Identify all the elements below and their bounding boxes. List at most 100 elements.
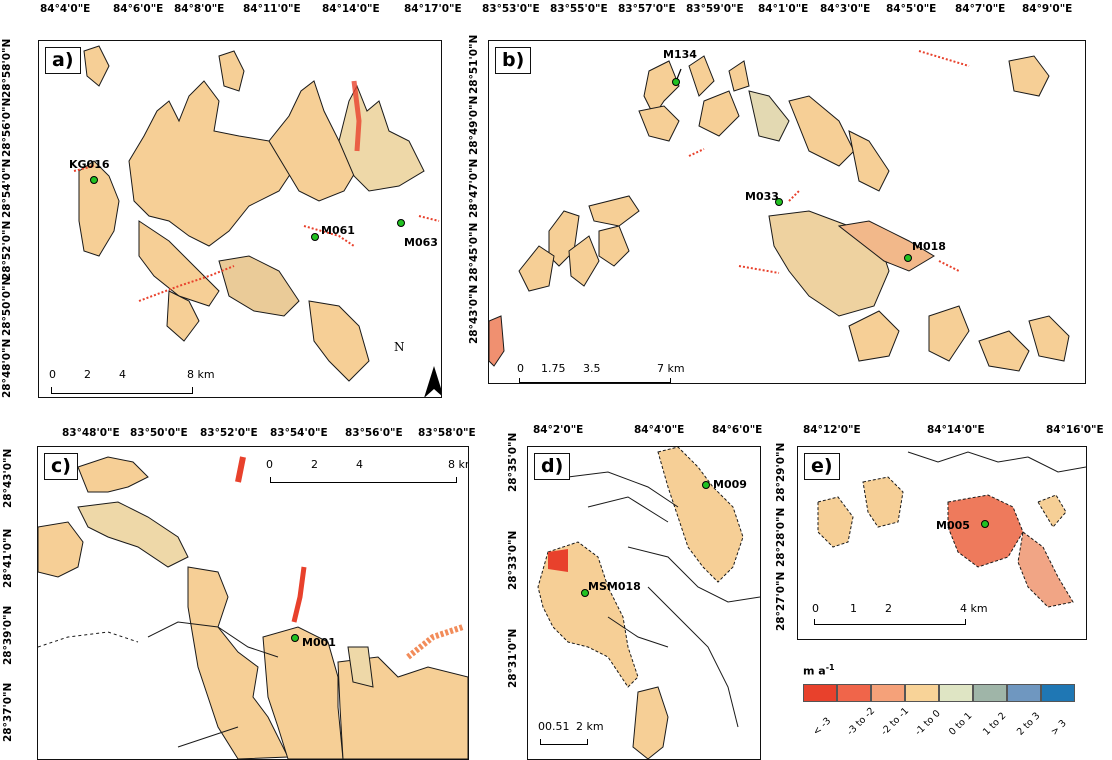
tick-lon: 83°55'0"E — [550, 3, 608, 15]
legend-swatch — [803, 684, 837, 702]
tick-lat: 28°56'0"N — [1, 98, 13, 157]
tick-lon: 84°9'0"E — [1022, 3, 1072, 15]
panel-label: a) — [45, 47, 81, 74]
map-frame: d) M009 MSM018 00.51 2 km — [527, 446, 761, 760]
tick-lon: 84°2'0"E — [533, 424, 583, 436]
tick-lat: 28°58'0"N — [1, 39, 13, 98]
scale-label: 0 — [266, 459, 273, 471]
scale-label: 2 — [311, 459, 318, 471]
tick-lat: 28°29'0"N — [775, 443, 787, 502]
map-frame: c) M001 0 2 4 8 km — [37, 446, 469, 760]
scale-label: 2 — [885, 603, 892, 615]
north-label: N — [394, 341, 405, 353]
tick-lon: 84°7'0"E — [955, 3, 1005, 15]
tick-lat: 28°51'0"N — [468, 35, 480, 94]
scale-label: 7 km — [657, 363, 685, 375]
scale-label: 0 — [517, 363, 524, 375]
tick-lon: 84°17'0"E — [404, 3, 462, 15]
tick-lat: 28°41'0"N — [2, 529, 14, 588]
scale-label: 4 — [356, 459, 363, 471]
tick-lat: 28°28'0"N — [775, 508, 787, 567]
legend-swatch — [1041, 684, 1075, 702]
tick-lon: 84°6'0"E — [712, 424, 762, 436]
tick-lat: 28°43'0"N — [468, 285, 480, 344]
tick-lat: 28°27'0"N — [775, 572, 787, 631]
tick-lon: 83°58'0"E — [418, 427, 476, 439]
legend-swatch — [837, 684, 871, 702]
tick-lon: 83°48'0"E — [62, 427, 120, 439]
glacier-map-e — [798, 447, 1086, 639]
tick-lon: 84°14'0"E — [927, 424, 985, 436]
scale-label: 0 — [49, 369, 56, 381]
tick-lon: 83°57'0"E — [618, 3, 676, 15]
tick-lat: 28°37'0"N — [2, 683, 14, 742]
tick-lon: 83°54'0"E — [270, 427, 328, 439]
legend-unit-sup: -1 — [826, 663, 835, 672]
tick-lon: 83°53'0"E — [482, 3, 540, 15]
scale-label: 2 km — [576, 721, 604, 733]
site-label: M134 — [663, 49, 697, 61]
site-label: M061 — [321, 225, 355, 237]
legend-unit: m a — [803, 665, 826, 678]
site-label: M005 — [936, 520, 970, 532]
legend-label: -2 to -1 — [879, 706, 911, 738]
tick-lon: 84°8'0"E — [174, 3, 224, 15]
site-label: M018 — [912, 241, 946, 253]
scale-label: 8 km — [187, 369, 215, 381]
site-point — [703, 482, 710, 489]
site-point — [673, 79, 680, 86]
scale-label: 1.75 — [541, 363, 566, 375]
legend-swatch — [871, 684, 905, 702]
site-label: M063 — [404, 237, 438, 249]
tick-lon: 84°4'0"E — [40, 3, 90, 15]
panel-label: d) — [534, 453, 570, 480]
pointer-arrow-icon — [677, 69, 681, 79]
site-point — [292, 635, 299, 642]
site-label: M033 — [745, 191, 779, 203]
legend-swatch — [905, 684, 939, 702]
site-point — [982, 521, 989, 528]
tick-lat: 28°49'0"N — [468, 96, 480, 155]
tick-lon: 84°3'0"E — [820, 3, 870, 15]
tick-lat: 28°33'0"N — [507, 531, 519, 590]
tick-lat: 28°35'0"N — [507, 433, 519, 492]
glacier-map-d — [528, 447, 760, 759]
tick-lat: 28°43'0"N — [2, 449, 14, 508]
glacier-map-a — [39, 41, 441, 397]
tick-lat: 28°47'0"N — [468, 159, 480, 218]
scale-label: 4 km — [960, 603, 988, 615]
scale-label: 0 — [812, 603, 819, 615]
site-label: M009 — [713, 479, 747, 491]
scale-label: 1 — [850, 603, 857, 615]
tick-lon: 83°52'0"E — [200, 427, 258, 439]
scale-label: 00.51 — [538, 721, 570, 733]
tick-lat: 28°50'0"N — [1, 277, 13, 336]
site-point — [905, 255, 912, 262]
scale-label: 2 — [84, 369, 91, 381]
tick-lon: 83°50'0"E — [130, 427, 188, 439]
legend-label: -1 to 0 — [913, 708, 943, 738]
tick-lat: 28°48'0"N — [1, 339, 13, 398]
panel-label: c) — [44, 453, 78, 480]
tick-lon: 84°1'0"E — [758, 3, 808, 15]
legend-label: < -3 — [811, 716, 833, 738]
legend-label: -3 to -2 — [845, 706, 877, 738]
site-label: KG016 — [69, 159, 110, 171]
tick-lon: 84°6'0"E — [113, 3, 163, 15]
panel-label: e) — [804, 453, 840, 480]
scale-label: 4 — [119, 369, 126, 381]
tick-lat: 28°45'0"N — [468, 223, 480, 282]
tick-lat: 28°39'0"N — [2, 606, 14, 665]
legend-label: 1 to 2 — [981, 710, 1008, 737]
legend-label: 2 to 3 — [1015, 710, 1042, 737]
site-point — [312, 234, 319, 241]
tick-lat: 28°52'0"N — [1, 221, 13, 280]
glacier-map-c — [38, 447, 468, 759]
tick-lon: 84°5'0"E — [886, 3, 936, 15]
tick-lon: 84°11'0"E — [243, 3, 301, 15]
site-label: MSM018 — [588, 581, 641, 593]
legend-label: > 3 — [1049, 718, 1069, 738]
map-frame: a) KG016 M061 M063 N 0 2 4 8 km — [38, 40, 442, 398]
tick-lon: 83°59'0"E — [686, 3, 744, 15]
site-point — [91, 177, 98, 184]
